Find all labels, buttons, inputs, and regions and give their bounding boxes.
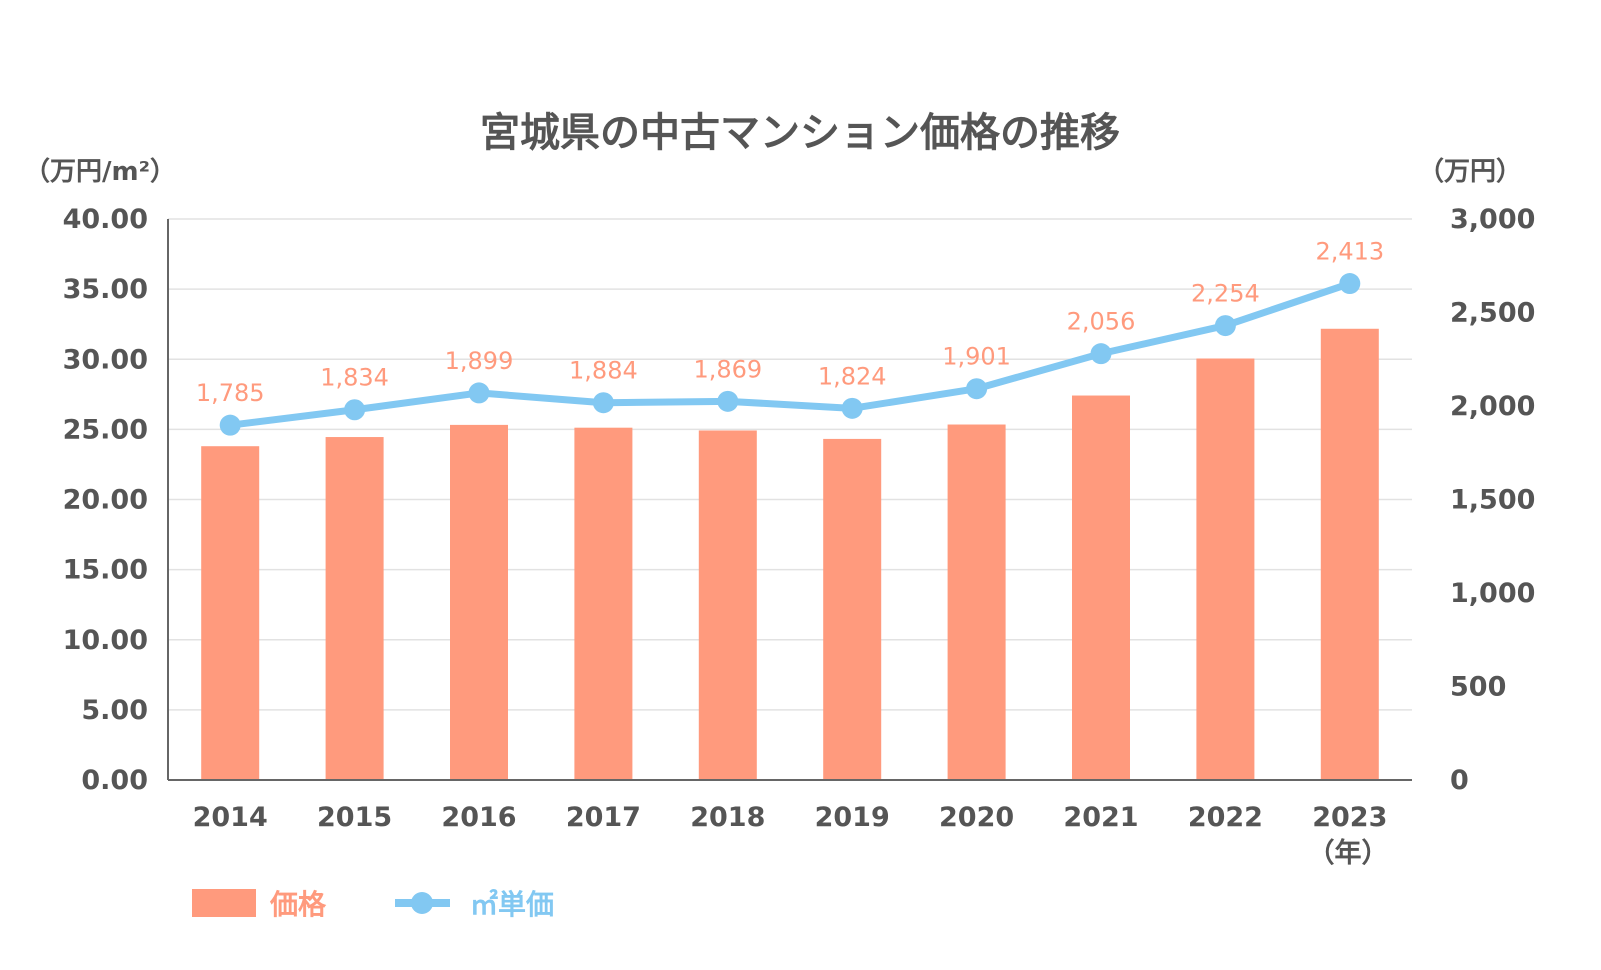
- data-label-2015: 1,834: [320, 364, 389, 392]
- left-tick-label: 0.00: [81, 765, 148, 796]
- x-tick-label: 2015: [317, 802, 392, 833]
- legend-bar-swatch: [192, 889, 256, 917]
- line-point-2020: [966, 378, 988, 400]
- line-point-2015: [344, 399, 366, 421]
- x-tick-label: 2019: [815, 802, 890, 833]
- left-tick-label: 5.00: [81, 695, 148, 726]
- bar-2019: [823, 438, 882, 780]
- line-point-2018: [717, 390, 739, 412]
- data-label-2021: 2,056: [1067, 308, 1136, 336]
- bar-2015: [325, 437, 384, 780]
- bar-2022: [1196, 358, 1255, 780]
- legend-bar-label: 価格: [269, 888, 327, 921]
- data-label-2020: 1,901: [942, 343, 1011, 371]
- line-point-2023: [1339, 273, 1361, 295]
- line-series: [219, 273, 1361, 436]
- bar-series: [201, 328, 1379, 780]
- bar-2014: [201, 446, 260, 780]
- x-tick-label: 2020: [939, 802, 1014, 833]
- bar-2017: [574, 427, 633, 780]
- x-tick-label: 2021: [1063, 802, 1138, 833]
- bar-2016: [450, 424, 508, 780]
- right-tick-label: 0: [1450, 765, 1469, 796]
- line-point-2019: [841, 397, 863, 419]
- right-axis-ticks: 3,000 2,500 2,000 1,500 1,000 500 0: [1450, 204, 1535, 796]
- left-tick-label: 10.00: [63, 625, 148, 656]
- data-label-2018: 1,869: [693, 355, 762, 383]
- line-point-2014: [219, 414, 241, 436]
- data-label-2016: 1,899: [445, 347, 514, 375]
- line-point-2017: [592, 392, 614, 414]
- left-axis-unit: （万円/m²）: [24, 157, 176, 187]
- x-tick-label: 2023: [1312, 802, 1387, 833]
- bar-2021: [1072, 395, 1130, 780]
- right-tick-label: 3,000: [1450, 204, 1535, 235]
- right-tick-label: 2,500: [1450, 298, 1535, 329]
- line-point-2022: [1214, 315, 1236, 337]
- left-tick-label: 15.00: [63, 555, 148, 586]
- bar-2018: [698, 430, 757, 780]
- left-tick-label: 40.00: [63, 204, 148, 235]
- data-label-2023: 2,413: [1315, 238, 1384, 266]
- legend-line-marker: [411, 892, 433, 914]
- data-label-2019: 1,824: [818, 362, 887, 390]
- bar-2020: [947, 424, 1006, 780]
- legend: 価格 ㎡単価: [192, 888, 554, 921]
- data-labels: 1,785 1,834 1,899 1,884 1,869 1,824 1,901 2,056…: [196, 238, 1384, 408]
- right-tick-label: 2,000: [1450, 391, 1535, 422]
- left-tick-label: 30.00: [63, 344, 148, 375]
- bar-2023: [1320, 328, 1379, 780]
- x-tick-label: 2014: [193, 802, 268, 833]
- left-tick-label: 20.00: [63, 485, 148, 516]
- axes: [167, 219, 1412, 781]
- right-axis-unit: （万円）: [1418, 157, 1522, 187]
- data-label-2017: 1,884: [569, 357, 638, 385]
- line-point-2016: [468, 382, 490, 404]
- x-tick-label: 2016: [441, 802, 516, 833]
- data-label-2022: 2,254: [1191, 280, 1260, 308]
- left-tick-label: 35.00: [63, 274, 148, 305]
- right-tick-label: 1,000: [1450, 578, 1535, 609]
- x-axis-unit: （年）: [1308, 837, 1389, 869]
- right-tick-label: 1,500: [1450, 485, 1535, 516]
- data-label-2014: 1,785: [196, 379, 265, 407]
- x-tick-label: 2017: [566, 802, 641, 833]
- legend-line-label: ㎡単価: [470, 888, 554, 921]
- x-tick-label: 2018: [690, 802, 765, 833]
- x-tick-label: 2022: [1188, 802, 1263, 833]
- line-point-2021: [1090, 343, 1112, 365]
- left-axis-ticks: 40.00 35.00 30.00 25.00 20.00 15.00 10.00 5.00 0…: [63, 204, 148, 796]
- x-axis-ticks: 2014 2015 2016 2017 2018 2019 2020 2021 2022 2023: [193, 802, 1388, 833]
- line-path: [229, 280, 1351, 429]
- left-tick-label: 25.00: [63, 414, 148, 445]
- chart-title: 宮城県の中古マンション価格の推移: [480, 110, 1120, 156]
- right-tick-label: 500: [1450, 672, 1506, 703]
